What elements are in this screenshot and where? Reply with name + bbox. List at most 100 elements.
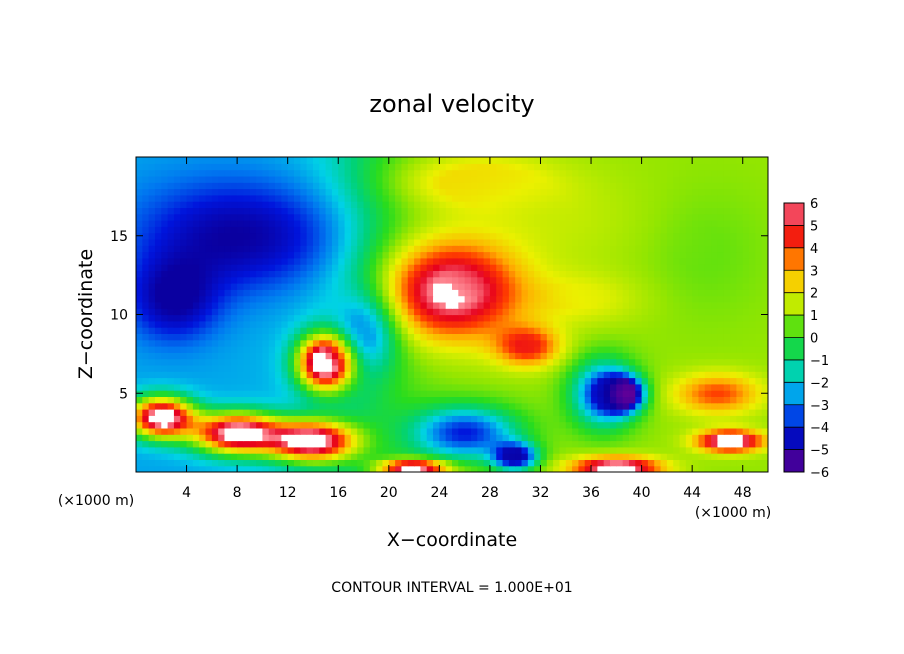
field-cell bbox=[433, 465, 440, 472]
field-cell bbox=[161, 364, 169, 372]
field-cell bbox=[243, 264, 251, 271]
field-cell bbox=[268, 207, 276, 215]
field-cell bbox=[376, 163, 384, 171]
field-cell bbox=[192, 465, 200, 472]
field-cell bbox=[439, 390, 447, 397]
field-cell bbox=[489, 453, 497, 460]
field-cell bbox=[148, 245, 156, 253]
field-cell bbox=[736, 295, 744, 303]
field-cell bbox=[546, 371, 554, 379]
field-cell bbox=[154, 364, 162, 372]
field-cell bbox=[306, 421, 314, 429]
field-cell bbox=[483, 232, 491, 240]
field-cell bbox=[211, 295, 219, 303]
field-cell bbox=[458, 201, 466, 208]
field-cell bbox=[173, 207, 181, 215]
field-cell bbox=[534, 245, 542, 253]
field-cell bbox=[515, 207, 523, 215]
field-cell bbox=[610, 188, 617, 196]
field-cell bbox=[749, 346, 756, 353]
field-cell bbox=[230, 459, 238, 467]
field-cell bbox=[401, 327, 409, 334]
field-cell bbox=[736, 396, 744, 404]
field-cell bbox=[704, 390, 712, 397]
field-cell bbox=[414, 283, 421, 290]
field-cell bbox=[148, 358, 156, 366]
field-cell bbox=[344, 226, 352, 234]
field-cell bbox=[325, 383, 333, 391]
field-cell bbox=[287, 327, 295, 334]
field-cell bbox=[306, 207, 314, 215]
field-cell bbox=[616, 188, 624, 196]
field-cell bbox=[584, 188, 592, 196]
field-cell bbox=[546, 245, 554, 253]
field-cell bbox=[268, 434, 276, 442]
field-cell bbox=[730, 459, 737, 467]
field-cell bbox=[458, 175, 466, 183]
field-cell bbox=[363, 308, 371, 316]
field-cell bbox=[148, 220, 156, 227]
field-cell bbox=[224, 346, 232, 353]
field-cell bbox=[205, 339, 213, 347]
field-cell bbox=[546, 213, 554, 221]
field-cell bbox=[312, 421, 320, 429]
field-cell bbox=[275, 434, 282, 442]
field-cell bbox=[515, 169, 523, 177]
field-cell bbox=[622, 201, 630, 208]
field-cell bbox=[376, 257, 384, 265]
field-cell bbox=[647, 453, 655, 460]
field-cell bbox=[730, 327, 737, 334]
field-cell bbox=[622, 396, 630, 404]
field-cell bbox=[395, 434, 403, 442]
field-cell bbox=[148, 314, 156, 322]
field-cell bbox=[647, 396, 655, 404]
field-cell bbox=[344, 264, 352, 271]
field-cell bbox=[553, 188, 561, 196]
field-cell bbox=[319, 270, 327, 278]
field-cell bbox=[591, 352, 598, 360]
field-cell bbox=[205, 163, 213, 171]
field-cell bbox=[654, 421, 662, 429]
field-cell bbox=[559, 169, 567, 177]
field-cell bbox=[218, 358, 226, 366]
field-cell bbox=[755, 402, 763, 410]
field-cell bbox=[249, 163, 257, 171]
field-cell bbox=[470, 276, 478, 284]
field-cell bbox=[344, 188, 352, 196]
field-cell bbox=[673, 283, 681, 290]
field-cell bbox=[395, 327, 403, 334]
field-cell bbox=[470, 421, 478, 429]
field-cell bbox=[154, 257, 162, 265]
field-cell bbox=[344, 396, 352, 404]
field-cell bbox=[458, 440, 466, 448]
field-cell bbox=[395, 201, 403, 208]
field-cell bbox=[534, 415, 542, 423]
field-cell bbox=[350, 440, 358, 448]
field-cell bbox=[167, 289, 175, 297]
field-cell bbox=[591, 465, 598, 472]
field-cell bbox=[673, 182, 681, 190]
field-cell bbox=[262, 232, 270, 240]
field-cell bbox=[136, 459, 143, 467]
field-cell bbox=[433, 264, 440, 271]
field-cell bbox=[382, 188, 390, 196]
field-cell bbox=[502, 220, 510, 227]
field-cell bbox=[679, 163, 687, 171]
field-cell bbox=[142, 257, 150, 265]
field-cell bbox=[237, 314, 245, 322]
field-cell bbox=[376, 434, 384, 442]
field-cell bbox=[572, 396, 579, 404]
field-cell bbox=[287, 465, 295, 472]
field-cell bbox=[521, 169, 529, 177]
field-cell bbox=[205, 390, 213, 397]
field-cell bbox=[420, 327, 428, 334]
field-cell bbox=[736, 232, 744, 240]
field-cell bbox=[275, 264, 282, 271]
field-cell bbox=[331, 245, 339, 253]
field-cell bbox=[275, 245, 282, 253]
field-cell bbox=[148, 434, 156, 442]
field-cell bbox=[597, 352, 605, 360]
field-cell bbox=[521, 364, 529, 372]
field-cell bbox=[230, 157, 238, 164]
field-cell bbox=[369, 220, 377, 227]
